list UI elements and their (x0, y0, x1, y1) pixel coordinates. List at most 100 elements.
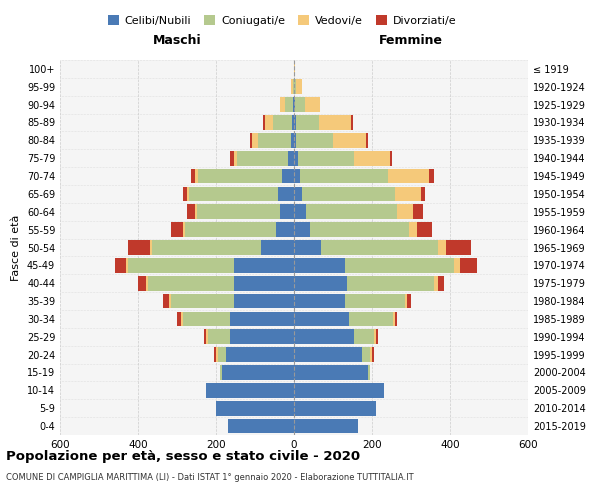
Bar (294, 401, 376, 415)
Bar (407, 294, 411, 308)
Bar (218, 348, 226, 362)
Bar (355, 330, 374, 344)
Bar (294, 258, 344, 272)
Bar (405, 294, 407, 308)
Bar (395, 312, 397, 326)
Legend: Celibi/Nubili, Coniugati/e, Vedovi/e, Divorziati/e: Celibi/Nubili, Coniugati/e, Vedovi/e, Di… (103, 10, 461, 30)
Bar (394, 312, 395, 326)
Bar (128, 258, 233, 272)
Bar (194, 168, 199, 184)
Bar (305, 98, 320, 112)
Bar (265, 115, 272, 130)
Bar (138, 276, 146, 290)
Bar (294, 222, 310, 237)
Bar (294, 133, 296, 148)
Bar (294, 115, 296, 130)
Bar (388, 168, 428, 184)
Bar (187, 204, 194, 219)
Bar (413, 204, 422, 219)
Bar (372, 348, 374, 362)
Bar (233, 294, 294, 308)
Bar (294, 240, 322, 255)
Bar (291, 80, 293, 94)
Bar (294, 151, 298, 166)
Bar (295, 98, 305, 112)
Bar (146, 276, 148, 290)
Bar (389, 151, 392, 166)
Bar (294, 383, 384, 398)
Bar (417, 222, 433, 237)
Bar (181, 312, 183, 326)
Bar (344, 258, 454, 272)
Bar (191, 168, 194, 184)
Bar (183, 222, 185, 237)
Bar (421, 186, 425, 201)
Bar (395, 186, 421, 201)
Bar (226, 348, 294, 362)
Bar (263, 115, 265, 130)
Bar (152, 240, 261, 255)
Bar (220, 365, 222, 380)
Bar (169, 294, 171, 308)
Bar (350, 115, 353, 130)
Bar (428, 168, 434, 184)
Bar (333, 133, 366, 148)
Bar (197, 204, 280, 219)
Bar (216, 401, 294, 415)
Bar (230, 151, 233, 166)
Bar (438, 276, 444, 290)
Bar (171, 294, 233, 308)
Bar (319, 115, 350, 130)
Bar (349, 312, 394, 326)
Bar (228, 419, 294, 434)
Bar (434, 276, 438, 290)
Bar (127, 258, 128, 272)
Bar (150, 240, 152, 255)
Bar (272, 115, 292, 130)
Bar (204, 330, 206, 344)
Bar (252, 133, 258, 148)
Bar (277, 222, 294, 237)
Bar (238, 151, 288, 166)
Bar (163, 294, 169, 308)
Bar (280, 204, 294, 219)
Text: Maschi: Maschi (152, 34, 202, 48)
Bar (347, 276, 434, 290)
Bar (171, 222, 183, 237)
Bar (187, 186, 188, 201)
Bar (409, 222, 417, 237)
Bar (293, 80, 294, 94)
Bar (294, 62, 295, 76)
Bar (286, 98, 293, 112)
Bar (233, 151, 238, 166)
Bar (216, 348, 218, 362)
Bar (298, 151, 355, 166)
Bar (294, 80, 296, 94)
Bar (294, 186, 302, 201)
Bar (362, 348, 370, 362)
Bar (294, 330, 355, 344)
Text: Popolazione per età, sesso e stato civile - 2020: Popolazione per età, sesso e stato civil… (6, 450, 360, 463)
Bar (460, 258, 478, 272)
Bar (294, 98, 295, 112)
Bar (183, 186, 187, 201)
Bar (294, 168, 300, 184)
Bar (294, 294, 344, 308)
Bar (258, 133, 291, 148)
Bar (368, 365, 370, 380)
Bar (288, 151, 294, 166)
Bar (446, 240, 472, 255)
Bar (374, 330, 376, 344)
Bar (206, 383, 294, 398)
Text: Femmine: Femmine (379, 34, 443, 48)
Bar (366, 133, 368, 148)
Bar (233, 276, 294, 290)
Text: COMUNE DI CAMPIGLIA MARITTIMA (LI) - Dati ISTAT 1° gennaio 2020 - Elaborazione T: COMUNE DI CAMPIGLIA MARITTIMA (LI) - Dat… (6, 472, 413, 482)
Bar (294, 312, 349, 326)
Bar (300, 168, 388, 184)
Bar (250, 133, 252, 148)
Bar (199, 168, 283, 184)
Bar (293, 98, 294, 112)
Bar (296, 80, 302, 94)
Bar (177, 312, 181, 326)
